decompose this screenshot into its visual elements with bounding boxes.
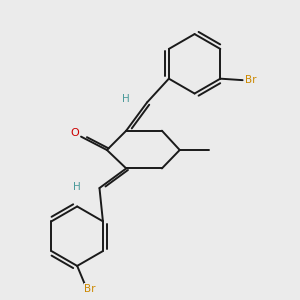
Text: Br: Br bbox=[245, 75, 257, 85]
Text: H: H bbox=[122, 94, 130, 104]
Text: H: H bbox=[73, 182, 81, 192]
Text: Br: Br bbox=[84, 284, 96, 294]
Text: O: O bbox=[71, 128, 80, 138]
